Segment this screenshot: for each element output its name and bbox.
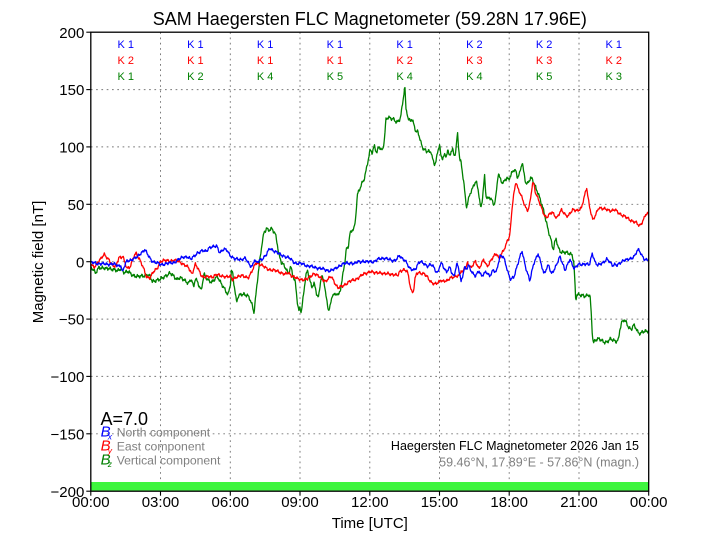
svg-text:50: 50	[68, 197, 85, 214]
svg-text:K 2: K 2	[396, 55, 413, 67]
svg-text:00:00: 00:00	[72, 494, 110, 511]
svg-text:100: 100	[59, 140, 84, 157]
svg-text:Haegersten FLC Magnetometer 20: Haegersten FLC Magnetometer 2026 Jan 15	[391, 439, 639, 453]
svg-text:21:00: 21:00	[560, 494, 598, 511]
svg-text:09:00: 09:00	[281, 494, 319, 511]
svg-text:K 4: K 4	[257, 71, 274, 83]
svg-text:SAM Haegersten FLC Magnetomete: SAM Haegersten FLC Magnetometer (59.28N …	[153, 9, 587, 29]
svg-text:K 4: K 4	[396, 71, 413, 83]
svg-text:K 1: K 1	[187, 39, 204, 51]
svg-text:K 2: K 2	[466, 39, 483, 51]
svg-text:East component: East component	[117, 440, 206, 454]
svg-text:B: B	[101, 451, 111, 468]
svg-text:K 2: K 2	[117, 55, 134, 67]
svg-text:K 1: K 1	[257, 39, 274, 51]
svg-text:K 1: K 1	[396, 39, 413, 51]
svg-text:0: 0	[76, 254, 84, 271]
svg-text:K 1: K 1	[117, 39, 134, 51]
svg-text:K 2: K 2	[536, 39, 553, 51]
svg-text:K 2: K 2	[606, 55, 623, 67]
svg-text:−50: −50	[59, 312, 84, 329]
svg-text:K 1: K 1	[187, 55, 204, 67]
svg-text:−100: −100	[51, 369, 85, 386]
svg-text:00:00: 00:00	[630, 494, 668, 511]
svg-text:K 5: K 5	[327, 71, 344, 83]
svg-text:Vertical component: Vertical component	[117, 453, 221, 467]
svg-text:−150: −150	[51, 426, 85, 443]
svg-text:y: y	[107, 445, 113, 455]
svg-text:200: 200	[59, 25, 84, 42]
svg-text:K 1: K 1	[117, 71, 134, 83]
svg-text:18:00: 18:00	[490, 494, 528, 511]
svg-text:K 1: K 1	[327, 39, 344, 51]
svg-text:A=7.0: A=7.0	[101, 409, 149, 429]
svg-text:B: B	[101, 438, 111, 455]
svg-text:K 5: K 5	[536, 71, 553, 83]
svg-text:K 2: K 2	[187, 71, 204, 83]
svg-text:K 3: K 3	[536, 55, 553, 67]
svg-text:59.46°N, 17.89°E - 57.86°N (ma: 59.46°N, 17.89°E - 57.86°N (magn.)	[439, 455, 639, 469]
svg-text:K 1: K 1	[606, 39, 623, 51]
svg-text:12:00: 12:00	[351, 494, 389, 511]
svg-text:150: 150	[59, 82, 84, 99]
svg-text:B: B	[101, 424, 111, 441]
svg-text:z: z	[107, 459, 113, 469]
svg-text:North component: North component	[117, 426, 211, 440]
svg-text:Time [UTC]: Time [UTC]	[332, 515, 408, 532]
svg-text:K 4: K 4	[466, 71, 483, 83]
svg-text:−200: −200	[51, 484, 85, 501]
svg-text:K 1: K 1	[257, 55, 274, 67]
svg-text:03:00: 03:00	[142, 494, 180, 511]
svg-text:x: x	[107, 431, 113, 441]
svg-text:06:00: 06:00	[212, 494, 250, 511]
svg-text:K 3: K 3	[466, 55, 483, 67]
svg-text:15:00: 15:00	[421, 494, 459, 511]
svg-text:K 1: K 1	[327, 55, 344, 67]
svg-text:Magnetic field [nT]: Magnetic field [nT]	[30, 201, 47, 324]
svg-text:K 3: K 3	[606, 71, 623, 83]
